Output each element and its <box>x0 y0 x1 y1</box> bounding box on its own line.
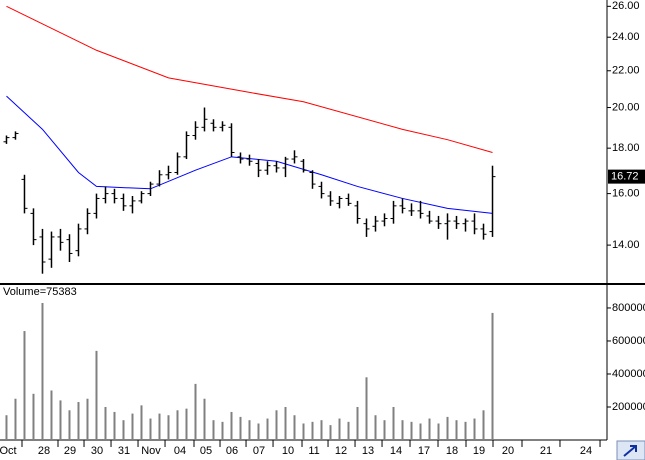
volume-bar <box>176 410 179 440</box>
volume-bar <box>338 418 341 440</box>
volume-bar <box>410 421 413 440</box>
volume-bar <box>248 420 251 440</box>
volume-bar <box>257 423 260 440</box>
y-tick-label: 16.00 <box>612 188 640 200</box>
x-tick-label: 12 <box>335 445 347 457</box>
volume-bar <box>392 406 395 440</box>
x-tick-label: 17 <box>418 445 430 457</box>
x-tick-label: 18 <box>446 445 458 457</box>
x-tick-label: 11 <box>308 445 319 457</box>
last-price-box <box>608 169 645 184</box>
y-tick-label: 600000 <box>612 335 645 347</box>
volume-bar <box>50 390 53 440</box>
volume-bar <box>464 421 467 440</box>
y-tick-label: 20.00 <box>612 101 640 113</box>
volume-bar <box>59 400 62 440</box>
y-tick-label: 200000 <box>612 401 645 413</box>
volume-bar <box>203 398 206 440</box>
x-tick-label: 04 <box>174 445 186 457</box>
x-tick-label: 05 <box>200 445 212 457</box>
volume-bar <box>221 421 224 440</box>
y-tick-label: 800000 <box>612 302 645 314</box>
y-tick-label: 14.00 <box>612 239 640 251</box>
volume-bar <box>347 421 350 440</box>
volume-bar <box>68 410 71 440</box>
volume-bar <box>473 418 476 440</box>
volume-bar <box>104 406 107 440</box>
volume-bar <box>374 415 377 440</box>
last-price-label: 16.72 <box>611 171 639 183</box>
x-tick-label: 07 <box>253 445 265 457</box>
volume-bar <box>293 415 296 440</box>
volume-label: Volume=75383 <box>3 286 77 298</box>
x-tick-label: 13 <box>362 445 374 457</box>
volume-bar <box>158 413 161 440</box>
volume-bar <box>113 411 116 440</box>
volume-bar <box>95 350 98 440</box>
volume-bar <box>23 331 26 440</box>
volume-bar <box>383 420 386 440</box>
x-tick-label: 30 <box>91 445 103 457</box>
y-tick-label: 400000 <box>612 368 645 380</box>
volume-bar <box>275 410 278 440</box>
volume-bar <box>320 420 323 440</box>
volume-bar <box>455 420 458 440</box>
x-tick-label: 06 <box>226 445 238 457</box>
volume-bar <box>140 405 143 440</box>
volume-bar <box>239 416 242 440</box>
volume-bar <box>365 377 368 440</box>
volume-bar <box>491 312 494 440</box>
x-tick-label: Oct <box>0 445 17 457</box>
volume-bar <box>86 398 89 440</box>
volume-bar <box>284 406 287 440</box>
volume-bar <box>419 423 422 440</box>
x-tick-label: 24 <box>580 445 592 457</box>
x-tick-label: 14 <box>390 445 402 457</box>
volume-bar <box>77 402 80 440</box>
volume-bar <box>194 383 197 440</box>
x-tick-label: 28 <box>38 445 50 457</box>
volume-bar <box>356 406 359 440</box>
volume-bar <box>446 416 449 440</box>
y-tick-label: 22.00 <box>612 65 640 77</box>
x-tick-label: 29 <box>64 445 76 457</box>
volume-bar <box>167 415 170 440</box>
volume-bar <box>185 408 188 440</box>
volume-bar <box>311 421 314 440</box>
volume-bar <box>266 418 269 440</box>
volume-bar <box>41 303 44 440</box>
volume-bar <box>32 393 35 440</box>
x-tick-label: Nov <box>141 445 161 457</box>
volume-bar <box>329 425 332 440</box>
moving-average <box>6 5 493 153</box>
volume-bar <box>14 398 17 440</box>
x-tick-label: 31 <box>118 445 130 457</box>
volume-bar <box>428 418 431 440</box>
x-tick-label: 19 <box>473 445 485 457</box>
y-tick-label: 18.00 <box>612 142 640 154</box>
x-tick-label: 21 <box>540 445 552 457</box>
volume-bar <box>131 413 134 440</box>
volume-bar <box>212 420 215 440</box>
volume-bar <box>482 410 485 440</box>
volume-bar <box>149 418 152 440</box>
x-tick-label: 10 <box>282 445 294 457</box>
volume-bar <box>401 420 404 440</box>
y-tick-label: 26.00 <box>612 0 640 12</box>
y-tick-label: 24.00 <box>612 31 640 43</box>
tool-icon-arrow <box>623 445 637 457</box>
volume-bar <box>437 423 440 440</box>
volume-bar <box>122 420 125 440</box>
volume-bar <box>5 415 8 440</box>
volume-bar <box>230 411 233 440</box>
volume-bar <box>302 423 305 440</box>
x-tick-label: 20 <box>502 445 514 457</box>
